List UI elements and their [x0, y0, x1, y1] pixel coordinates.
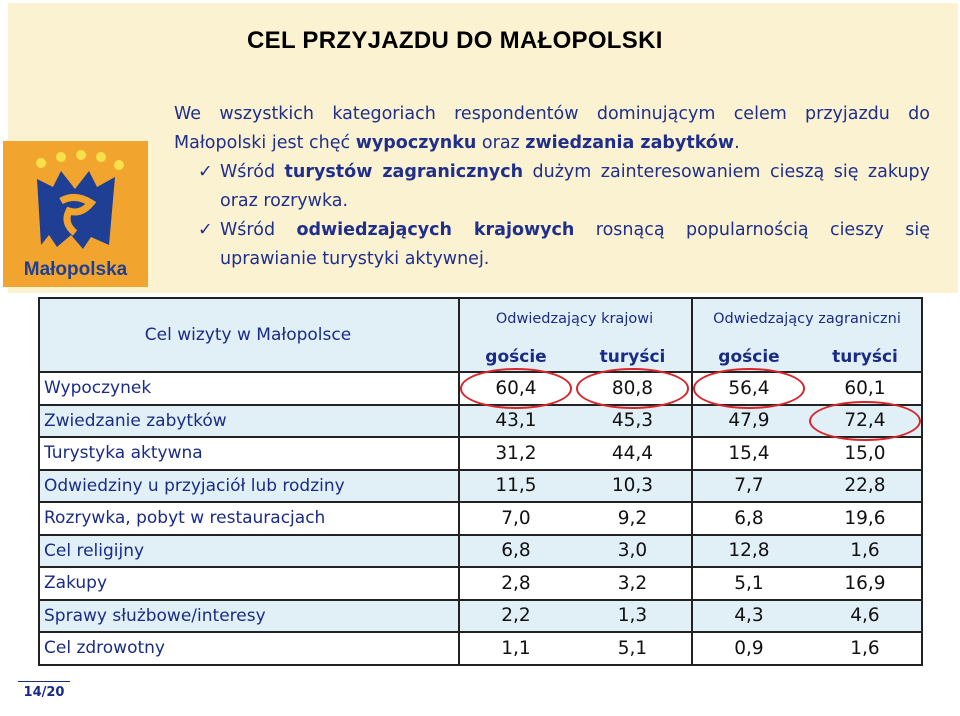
table-cell: 1,6	[850, 637, 880, 659]
table-row	[38, 502, 923, 535]
table-cell: 10,3	[611, 475, 654, 497]
logo-wordmark: Małopolska	[23, 259, 128, 280]
text-run: oraz	[476, 133, 526, 153]
sub-header-goscie: goście	[485, 346, 547, 367]
title-band	[8, 3, 958, 293]
text-run: Wśród	[220, 162, 285, 182]
table-row-divider	[38, 631, 923, 633]
table-cell: 44,4	[611, 442, 654, 464]
table-cell: 16,9	[844, 572, 886, 594]
highlight-ellipse	[809, 400, 921, 441]
row-label: Cel religijny	[44, 540, 145, 561]
row-label: Rozrywka, pobyt w restauracjach	[44, 508, 326, 529]
row-label: Zakupy	[44, 573, 108, 594]
table-cell: 12,8	[728, 540, 770, 562]
table-cell: 4,6	[850, 605, 880, 627]
row-label: Wypoczynek	[44, 378, 152, 399]
highlight-ellipse	[693, 368, 805, 409]
row-label: Odwiedziny u przyjaciół lub rodziny	[44, 475, 345, 496]
table-cell: 6,8	[501, 540, 531, 562]
text-run: rosnącą popularnością cieszy się uprawia…	[220, 220, 930, 269]
page-title: CEL PRZYJAZDU DO MAŁOPOLSKI	[247, 27, 663, 54]
table-cell: 2,2	[501, 605, 531, 627]
table-cell: 3,2	[617, 572, 648, 594]
table-row-divider	[38, 598, 923, 601]
table-row	[38, 632, 923, 665]
check-icon: ✓	[198, 220, 213, 240]
table-row-divider	[38, 468, 923, 471]
group-header-foreign: Odwiedzający zagraniczni	[713, 311, 901, 327]
table-cell: 22,8	[844, 475, 886, 497]
row-label: Sprawy służbowe/interesy	[44, 605, 266, 626]
highlight-ellipse	[460, 368, 572, 409]
table-cell: 31,2	[495, 442, 537, 464]
table-cell: 1,1	[501, 637, 531, 659]
text-run: dużym zainteresowaniem cieszą się zakupy…	[220, 162, 930, 211]
group-header-domestic: Odwiedzający krajowi	[495, 311, 654, 327]
table-cell: 11,5	[495, 475, 537, 497]
row-label: Zwiedzanie zabytków	[44, 410, 227, 431]
bullet-foreign: ✓ Wśród turystów zagranicznych dużym zain…	[198, 158, 930, 216]
table-row	[38, 534, 923, 567]
text-run: We wszystkich kategoriach respondentów d…	[174, 104, 930, 153]
table-cell: 15,4	[728, 442, 770, 464]
table-border-left	[38, 297, 40, 665]
table-cell: 0,9	[734, 637, 764, 659]
table-col-divider	[691, 297, 693, 665]
table-cell: 1,6	[850, 540, 880, 562]
text-run: .	[734, 133, 740, 153]
table-cell: 15,0	[844, 442, 886, 464]
table-row	[38, 404, 923, 437]
table-cell: 60,1	[844, 377, 886, 399]
table-row	[38, 437, 923, 470]
highlight-domestic: odwiedzających krajowych	[296, 220, 575, 240]
intro-paragraph: We wszystkich kategoriach respondentów d…	[174, 100, 930, 158]
sub-header-turysci: turyści	[599, 346, 666, 367]
sub-header-turysci: turyści	[832, 346, 898, 367]
table-cell: 7,7	[734, 475, 764, 497]
malopolska-emblem-icon	[36, 150, 124, 249]
highlight-wypoczynek: wypoczynku	[355, 133, 477, 153]
table-cell: 47,9	[728, 410, 770, 432]
table-row-divider	[38, 566, 923, 568]
table-row-divider	[38, 533, 923, 536]
table-cell: 3,0	[617, 540, 648, 562]
check-icon: ✓	[198, 162, 213, 182]
table-cell: 19,6	[844, 507, 886, 529]
table-cell: 43,1	[495, 410, 537, 432]
table-border-right	[921, 297, 923, 665]
row-label: Cel zdrowotny	[44, 638, 165, 659]
intro-text: We wszystkich kategoriach respondentów d…	[174, 100, 930, 274]
table-cell: 5,1	[617, 637, 648, 659]
malopolska-logo: Małopolska	[3, 141, 148, 287]
table-cell: 9,2	[617, 507, 648, 529]
table-row	[38, 469, 923, 502]
table-col-divider	[458, 297, 460, 665]
purpose-table: Cel wizyty w Małopolsce Odwiedzający kra…	[38, 297, 923, 666]
table-row	[38, 599, 923, 632]
sub-header-goscie: goście	[718, 346, 780, 367]
table-cell: 1,3	[617, 605, 648, 627]
text-run: Wśród	[220, 220, 297, 240]
table-cell: 7,0	[501, 507, 531, 529]
highlight-zwiedzanie: zwiedzania zabytków	[525, 133, 735, 153]
row-label: Turystyka aktywna	[44, 443, 203, 464]
bullet-domestic: ✓ Wśród odwiedzających krajowych rosnącą …	[198, 216, 930, 274]
table-cell: 4,3	[734, 605, 764, 627]
table-cell: 5,1	[734, 572, 764, 594]
table-header-bg	[38, 297, 923, 372]
table-cell: 2,8	[501, 572, 531, 594]
highlight-foreign: turystów zagranicznych	[284, 162, 524, 182]
table-row	[38, 567, 923, 600]
table-corner-label: Cel wizyty w Małopolsce	[144, 324, 352, 345]
table-cell: 6,8	[734, 507, 764, 529]
page-number: 14/20	[18, 681, 70, 700]
table-row-divider	[38, 663, 923, 666]
table-row-divider	[38, 501, 923, 503]
table-cell: 45,3	[611, 410, 654, 432]
highlight-ellipse	[576, 368, 689, 409]
table-row-divider	[38, 436, 923, 438]
table-border-top	[38, 297, 923, 299]
